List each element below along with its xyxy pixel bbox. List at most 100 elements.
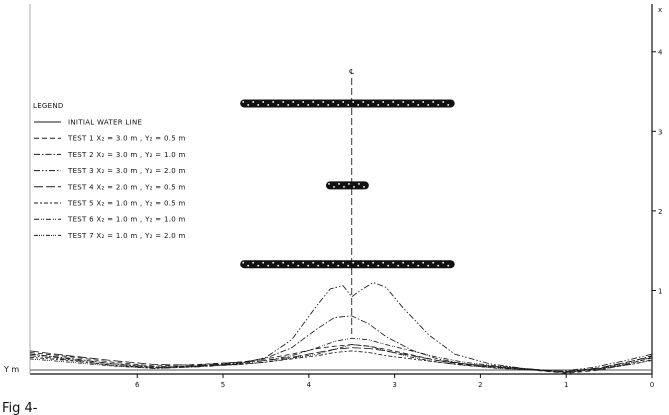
breakwater-stone (312, 261, 315, 264)
breakwater-stone (397, 264, 400, 267)
breakwater-2 (325, 181, 369, 190)
breakwater-stone (402, 101, 405, 103)
breakwater-stone (442, 261, 445, 264)
breakwater-stone (327, 264, 330, 267)
breakwater-stone (422, 261, 425, 264)
breakwater-stone (377, 104, 380, 106)
series-line-8 (29, 344, 653, 373)
series-line-7 (29, 337, 653, 373)
y-tick-label: 1 (658, 287, 662, 295)
breakwater-stone (307, 264, 310, 267)
breakwater-stone (252, 261, 255, 264)
breakwater-stone (307, 104, 310, 106)
y-tick-label: 3 (658, 128, 662, 136)
breakwater-stone (342, 101, 345, 103)
breakwater-stone (322, 101, 325, 103)
breakwater-stone (353, 186, 355, 188)
breakwater-stone (343, 186, 345, 188)
breakwater-stone (337, 264, 340, 267)
breakwater-stone (407, 104, 410, 106)
breakwater-stone (252, 101, 255, 103)
breakwater-stone (247, 264, 250, 267)
legend-label-1: INITIAL WATER LINE (68, 119, 142, 127)
breakwater-stone (417, 104, 420, 106)
breakwater-stone (442, 101, 445, 103)
figure-label: Fig 4- (2, 401, 38, 415)
legend-label-4: TEST 3 X₂ = 3.0 m , Y₂ = 2.0 m (67, 167, 186, 175)
breakwater-stone (272, 101, 275, 103)
breakwater-body (240, 260, 455, 269)
breakwater-stone (337, 104, 340, 106)
breakwater-stone (363, 186, 365, 188)
breakwater-stone (282, 261, 285, 264)
breakwater-stone (242, 261, 245, 264)
breakwater-stone (382, 261, 385, 264)
legend: LEGEND INITIAL WATER LINE TEST 1 X₂ = 3.0 … (33, 102, 186, 240)
breakwater-stone (447, 104, 450, 106)
breakwater-stone (267, 264, 270, 267)
breakwater-stone (342, 261, 345, 264)
breakwater-stone (277, 264, 280, 267)
breakwater-stone (397, 104, 400, 106)
right-axis-label: x (658, 6, 662, 14)
breakwater-stone (257, 264, 260, 267)
breakwater-stone (262, 101, 265, 103)
breakwater-body (325, 181, 369, 190)
series-line-5 (29, 347, 653, 373)
breakwater-stone (357, 104, 360, 106)
breakwater-stone (402, 261, 405, 264)
breakwater-stone (333, 186, 335, 188)
breakwater-stone (417, 264, 420, 267)
x-tick-label: 5 (221, 381, 225, 389)
breakwater-stone (412, 261, 415, 264)
breakwater-stone (382, 101, 385, 103)
breakwater-stone (352, 101, 355, 103)
y-tick-label: 2 (658, 208, 662, 216)
legend-label-5: TEST 4 X₂ = 2.0 m , Y₂ = 0.5 m (67, 183, 186, 191)
breakwater-stone (412, 101, 415, 103)
breakwater-stone (317, 264, 320, 267)
breakwater-stone (447, 264, 450, 267)
breakwater-stone (262, 261, 265, 264)
x-tick-label: 1 (564, 381, 568, 389)
breakwater-stone (297, 104, 300, 106)
breakwater-stone (322, 261, 325, 264)
breakwater-stone (332, 261, 335, 264)
breakwater-stone (328, 183, 330, 185)
breakwater-stone (292, 101, 295, 103)
breakwater-stone (387, 104, 390, 106)
breakwater-stone (362, 261, 365, 264)
breakwater-stone (372, 261, 375, 264)
breakwater-stone (297, 264, 300, 267)
breakwater-stone (392, 261, 395, 264)
breakwater-stone (317, 104, 320, 106)
breakwater-stone (277, 104, 280, 106)
y-axis-label: Y m (3, 365, 19, 374)
breakwater-stone (247, 104, 250, 106)
breakwater-stone (287, 264, 290, 267)
breakwater-stone (257, 104, 260, 106)
breakwater-stone (367, 104, 370, 106)
breakwater-stone (292, 261, 295, 264)
breakwater-stone (377, 264, 380, 267)
series-line-3 (29, 315, 653, 373)
breakwater-stone (327, 104, 330, 106)
x-tick-label: 4 (307, 381, 312, 389)
x-tick-label: 3 (392, 381, 396, 389)
breakwater-stone (348, 183, 350, 185)
breakwater-stone (422, 101, 425, 103)
series-line-4 (29, 282, 653, 373)
breakwater-stone (437, 104, 440, 106)
breakwater-stone (302, 101, 305, 103)
breakwater-stone (427, 264, 430, 267)
series-layer (29, 282, 653, 374)
x-tick-label: 6 (135, 381, 140, 389)
breakwater-stone (282, 101, 285, 103)
centerline-symbol: ℄ (349, 68, 354, 76)
breakwater-stone (362, 101, 365, 103)
breakwater-stone (287, 104, 290, 106)
breakwater-stone (347, 104, 350, 106)
breakwater-stone (302, 261, 305, 264)
breakwater-stone (437, 264, 440, 267)
